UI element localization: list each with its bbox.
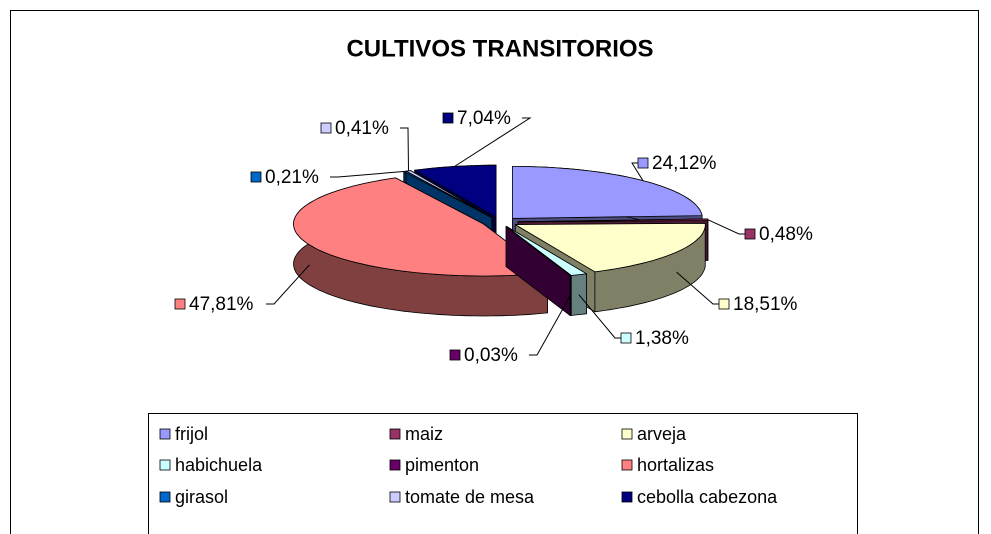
data-label: 24,12% [652,153,717,174]
label-swatch [320,122,332,134]
legend-label: girasol [175,487,228,507]
data-label: 0,48% [759,224,813,245]
slice-top [414,164,497,218]
legend-label: habichuela [175,455,263,475]
data-label: 0,41% [335,118,389,139]
label-swatch [718,298,730,310]
legend-label: frijol [175,424,208,444]
slice-top [506,226,587,276]
legend-swatch [389,459,401,471]
legend-swatch [621,491,633,503]
legend-box [148,413,858,534]
label-swatch [637,157,649,169]
leader-line [676,271,721,305]
leader-line [578,294,623,339]
legend-label: hortalizas [637,455,714,475]
legend-label: maiz [405,424,443,444]
legend-swatch [389,428,401,440]
legend-label: pimenton [405,455,479,475]
slice-top [512,165,703,219]
legend-swatch [389,491,401,503]
data-label: 7,04% [457,108,511,129]
slice-wall [570,273,587,316]
label-swatch [442,112,454,124]
legend-label: cebolla cabezona [637,487,778,507]
leader-line [454,117,532,167]
leader-line [529,295,571,356]
legend-swatch [159,459,171,471]
label-swatch [449,349,461,361]
data-label: 0,21% [265,167,319,188]
slice-top [514,222,706,273]
legend-label: arveja [637,424,687,444]
legend-swatch [159,428,171,440]
legend-swatch [621,459,633,471]
chart-frame [10,10,979,534]
data-label: 18,51% [733,294,798,315]
data-label: 0,03% [464,345,518,366]
leader-line [266,264,310,305]
slice-top [505,226,571,277]
leader-line [631,162,644,181]
leader-line [400,127,409,171]
label-swatch [250,171,262,183]
leader-line [330,170,405,178]
leader-line [707,219,747,235]
legend-swatch [159,491,171,503]
data-label: 47,81% [189,294,254,315]
legend-label: tomate de mesa [405,487,535,507]
data-label: 1,38% [635,328,689,349]
label-swatch [620,332,632,344]
chart-title: CULTIVOS TRANSITORIOS [346,35,653,62]
slice-top [293,177,548,277]
label-swatch [174,298,186,310]
legend-swatch [621,428,633,440]
label-swatch [744,228,756,240]
